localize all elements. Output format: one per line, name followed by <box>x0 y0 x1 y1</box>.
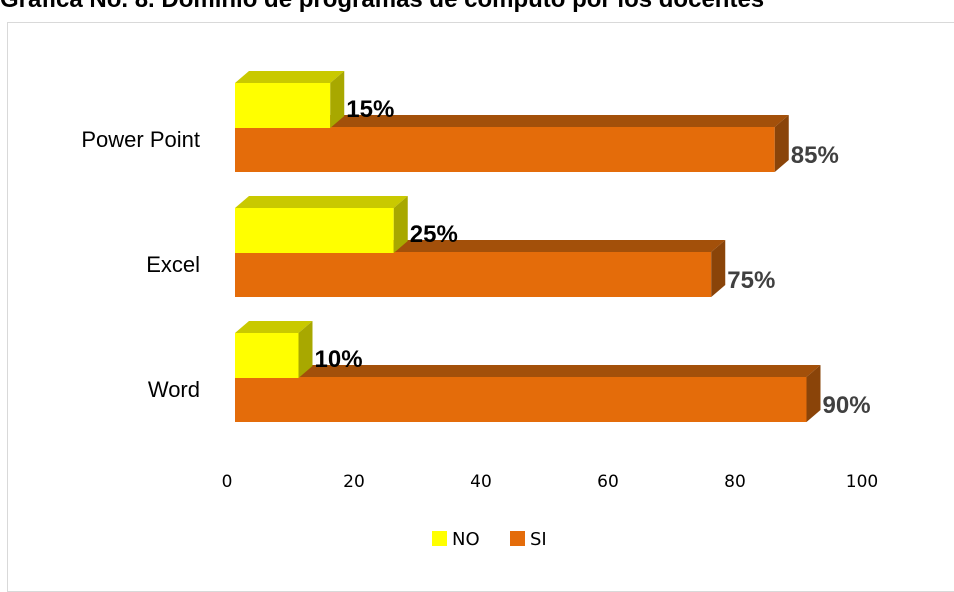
bar-side-no-word <box>298 321 313 378</box>
bar-top-si-power-point <box>235 115 789 127</box>
bar-top-no-word <box>235 321 313 333</box>
data-label-no-excel: 25% <box>410 221 458 248</box>
data-label-no-word: 10% <box>315 346 363 373</box>
x-tick-label: 20 <box>343 472 365 492</box>
x-tick-label: 100 <box>846 472 878 492</box>
data-label-si-power-point: 85% <box>791 142 839 169</box>
legend-swatch-si <box>510 531 525 546</box>
legend-label-no: NO <box>452 529 480 550</box>
bar-side-si-power-point <box>774 115 789 172</box>
category-label-word: Word <box>148 377 200 402</box>
bar-no-excel <box>235 208 394 253</box>
x-tick-label: 0 <box>222 472 233 492</box>
data-label-si-excel: 75% <box>727 267 775 294</box>
bar-no-word <box>235 333 299 378</box>
bar-chart: 0 20 40 60 80 100 15% 85% 25% 75% 10% 90% Power Poin… <box>81 71 878 550</box>
bar-si-power-point <box>235 127 775 172</box>
bar-side-si-word <box>806 365 821 422</box>
x-tick-label: 40 <box>470 472 492 492</box>
bar-top-si-word <box>235 365 821 377</box>
x-tick-label: 60 <box>597 472 619 492</box>
chart-title: Grafica No. 8. Dominio de programas de c… <box>0 0 764 14</box>
category-label-excel: Excel <box>146 252 200 277</box>
category-label-power-point: Power Point <box>81 127 200 152</box>
bar-top-no-excel <box>235 196 408 208</box>
bar-side-no-power-point <box>330 71 345 128</box>
legend-swatch-no <box>432 531 447 546</box>
data-label-no-power-point: 15% <box>346 96 394 123</box>
bar-no-power-point <box>235 83 331 128</box>
bar-side-si-excel <box>711 240 726 297</box>
data-label-si-word: 90% <box>823 392 871 419</box>
bar-side-no-excel <box>393 196 408 253</box>
bar-si-word <box>235 377 807 422</box>
x-tick-label: 80 <box>724 472 746 492</box>
legend-label-si: SI <box>530 529 547 550</box>
bar-si-excel <box>235 252 712 297</box>
bar-top-no-power-point <box>235 71 345 83</box>
